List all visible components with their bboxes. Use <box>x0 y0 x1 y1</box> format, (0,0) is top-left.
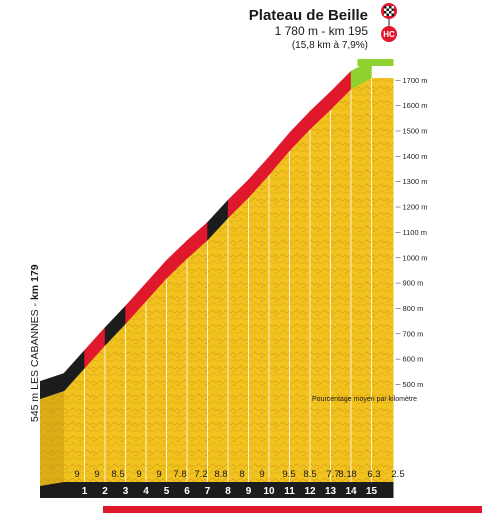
km-label: 10 <box>263 486 275 497</box>
altitude-tick-label: 900 m <box>403 279 424 288</box>
km-label: 14 <box>345 486 357 497</box>
gradient-label: 7.8 <box>173 469 186 480</box>
altitude-tick-label: 1700 m <box>403 76 428 85</box>
gradient-label: 9 <box>74 469 79 480</box>
altitude-tick-label: 600 m <box>403 355 424 364</box>
start-label-prefix: 545 m LES CABANNES - <box>29 300 41 422</box>
km-label: 9 <box>246 486 252 497</box>
km-label: 7 <box>205 486 211 497</box>
altitude-tick-label: 500 m <box>403 380 424 389</box>
altitude-tick-label: 1400 m <box>403 152 428 161</box>
finish-flag-icon <box>381 3 397 19</box>
terrain-fill <box>40 78 394 499</box>
km-label: 5 <box>164 486 170 497</box>
gradient-band <box>40 59 394 400</box>
gradient-label: 6.3 <box>367 469 380 480</box>
gradient-label: 9 <box>156 469 161 480</box>
terrain-left-face <box>40 391 64 498</box>
km-label: 12 <box>304 486 316 497</box>
gradient-label: 7.7 <box>326 469 339 480</box>
gradient-label: 9 <box>94 469 99 480</box>
altitude-tick-label: 1100 m <box>403 228 427 237</box>
category-badge: HC <box>381 26 397 42</box>
category-badge-label: HC <box>383 30 395 39</box>
km-axis: 1 2 3 4 5 6 7 8 9 10 11 12 13 14 15 <box>82 486 378 497</box>
km-label: 6 <box>184 486 190 497</box>
altitude-tick-label: 1500 m <box>403 127 428 136</box>
km-label: 4 <box>143 486 149 497</box>
gradient-label: 7.2 <box>194 469 207 480</box>
base-strip <box>40 482 394 498</box>
chart-title: Plateau de Beille <box>249 7 368 24</box>
altitude-tick-label: 1200 m <box>403 203 428 212</box>
km-label: 8 <box>225 486 231 497</box>
svg-text:545 m LES CABANNES - km 179: 545 m LES CABANNES - km 179 <box>29 264 41 422</box>
gradient-label: 9 <box>259 469 264 480</box>
gradient-label: 8.8 <box>214 469 227 480</box>
summit-cap <box>357 59 394 67</box>
km-label: 3 <box>123 486 129 497</box>
altitude-tick-label: 700 m <box>403 329 424 338</box>
gradient-label: 9 <box>136 469 141 480</box>
terrain-area <box>40 78 394 499</box>
km-label: 2 <box>102 486 108 497</box>
start-label-km: km 179 <box>29 264 41 300</box>
altitude-axis: 500 m 600 m 700 m 800 m 900 m 1000 m 1100 m 120… <box>395 76 428 389</box>
summit-info: 1 780 m - km 195 <box>275 24 369 38</box>
km-label: 1 <box>82 486 88 497</box>
gradient-label: 8.5 <box>303 469 316 480</box>
gradient-note: Pourcentage moyen par kilomètre <box>312 396 417 403</box>
gradient-segment-face <box>40 373 64 400</box>
gradient-label: 8 <box>351 469 356 480</box>
gradient-labels: 9 9 8.5 9 9 7.8 7.2 8.8 8 9 9.5 8.5 7.78.1 8 6.3 2.5 <box>74 469 404 480</box>
altitude-tick-label: 800 m <box>403 304 424 313</box>
climb-info: (15,8 km à 7,9%) <box>292 40 368 51</box>
km-label: 13 <box>325 486 337 497</box>
gradient-label: 2.5 <box>391 469 404 480</box>
start-label: 545 m LES CABANNES - km 179 <box>29 264 41 422</box>
altitude-tick-label: 1300 m <box>403 177 428 186</box>
km-label: 15 <box>366 486 378 497</box>
bottom-strip <box>103 506 482 513</box>
altitude-tick-label: 1000 m <box>403 253 428 262</box>
gradient-label: 9.5 <box>282 469 295 480</box>
km-label: 11 <box>284 486 295 497</box>
altitude-tick-label: 1600 m <box>403 101 428 110</box>
km-gridlines <box>84 78 372 482</box>
gradient-label: 8.5 <box>111 469 124 480</box>
gradient-label: 8.1 <box>338 469 351 480</box>
gradient-label: 8 <box>239 469 244 480</box>
